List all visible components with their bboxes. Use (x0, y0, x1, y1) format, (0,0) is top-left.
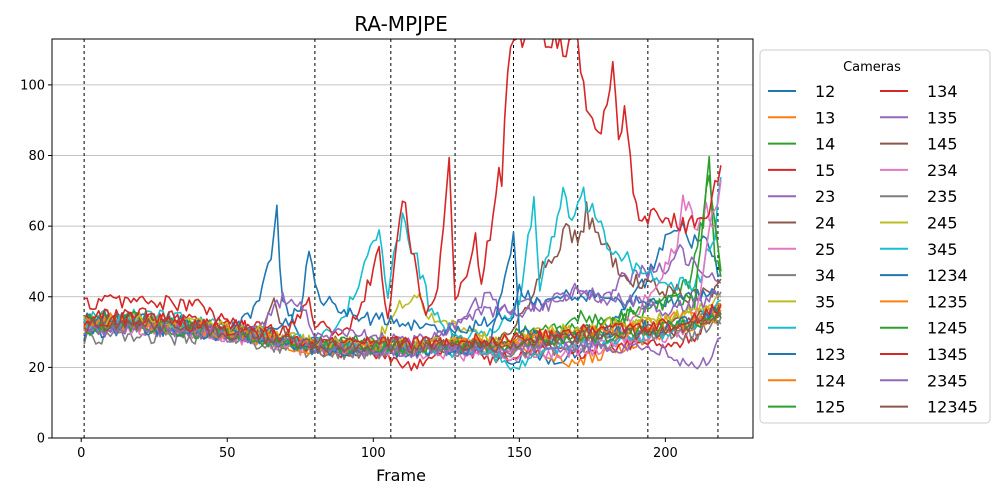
legend-label-14: 14 (815, 135, 835, 154)
x-tick-label-0: 0 (77, 446, 85, 461)
y-tick-label-0: 0 (37, 432, 45, 447)
series-line-134 (83, 39, 722, 337)
legend-label-12345: 12345 (927, 398, 978, 417)
legend-title: Cameras (843, 60, 901, 75)
x-tick-label-200: 200 (653, 446, 678, 461)
x-tick-label-100: 100 (361, 446, 386, 461)
legend-label-135: 135 (927, 108, 958, 127)
series-line-245 (83, 294, 722, 350)
legend-label-1245: 1245 (927, 319, 968, 338)
legend-label-1235: 1235 (927, 292, 968, 311)
legend-label-124: 124 (815, 371, 846, 390)
x-tick-label-50: 50 (219, 446, 236, 461)
legend-label-235: 235 (927, 187, 958, 206)
legend-label-134: 134 (927, 82, 958, 101)
legend-label-1234: 1234 (927, 266, 968, 285)
y-tick-label-40: 40 (28, 290, 45, 305)
legend-label-25: 25 (815, 240, 835, 259)
legend-label-345: 345 (927, 240, 958, 259)
x-tick-label-150: 150 (507, 446, 532, 461)
y-tick-label-80: 80 (28, 149, 45, 164)
legend-label-13: 13 (815, 108, 835, 127)
legend-box (759, 49, 991, 424)
legend-label-1345: 1345 (927, 345, 968, 364)
frame-markers (83, 39, 719, 438)
legend-label-34: 34 (815, 266, 835, 285)
legend-label-2345: 2345 (927, 371, 968, 390)
series-lines (83, 39, 722, 372)
legend-label-125: 125 (815, 398, 846, 417)
y-tick-label-60: 60 (28, 220, 45, 235)
legend-label-15: 15 (815, 161, 835, 180)
legend-label-35: 35 (815, 292, 835, 311)
legend-label-24: 24 (815, 214, 835, 233)
legend: 12 13 14 15 23 24 25 34 35 45 123 124 125 134 135 145 23… (768, 82, 978, 417)
x-axis-title: Frame (376, 466, 426, 485)
x-axis-ticks: 0 50 100 150 200 (77, 438, 678, 461)
y-axis-ticks: 0 20 40 60 80 100 (20, 78, 52, 447)
legend-label-123: 123 (815, 345, 846, 364)
legend-label-23: 23 (815, 187, 835, 206)
plot-frame (51, 38, 754, 439)
legend-label-145: 145 (927, 135, 958, 154)
y-tick-label-20: 20 (28, 361, 45, 376)
series-line-2345 (83, 322, 722, 370)
chart-title: RA-MPJPE (354, 12, 447, 36)
legend-label-45: 45 (815, 319, 835, 338)
y-tick-label-100: 100 (20, 78, 45, 93)
series-line-12345 (83, 313, 722, 354)
legend-label-12: 12 (815, 82, 835, 101)
legend-label-245: 245 (927, 214, 958, 233)
series-line-1345 (83, 303, 722, 350)
legend-label-234: 234 (927, 161, 958, 180)
